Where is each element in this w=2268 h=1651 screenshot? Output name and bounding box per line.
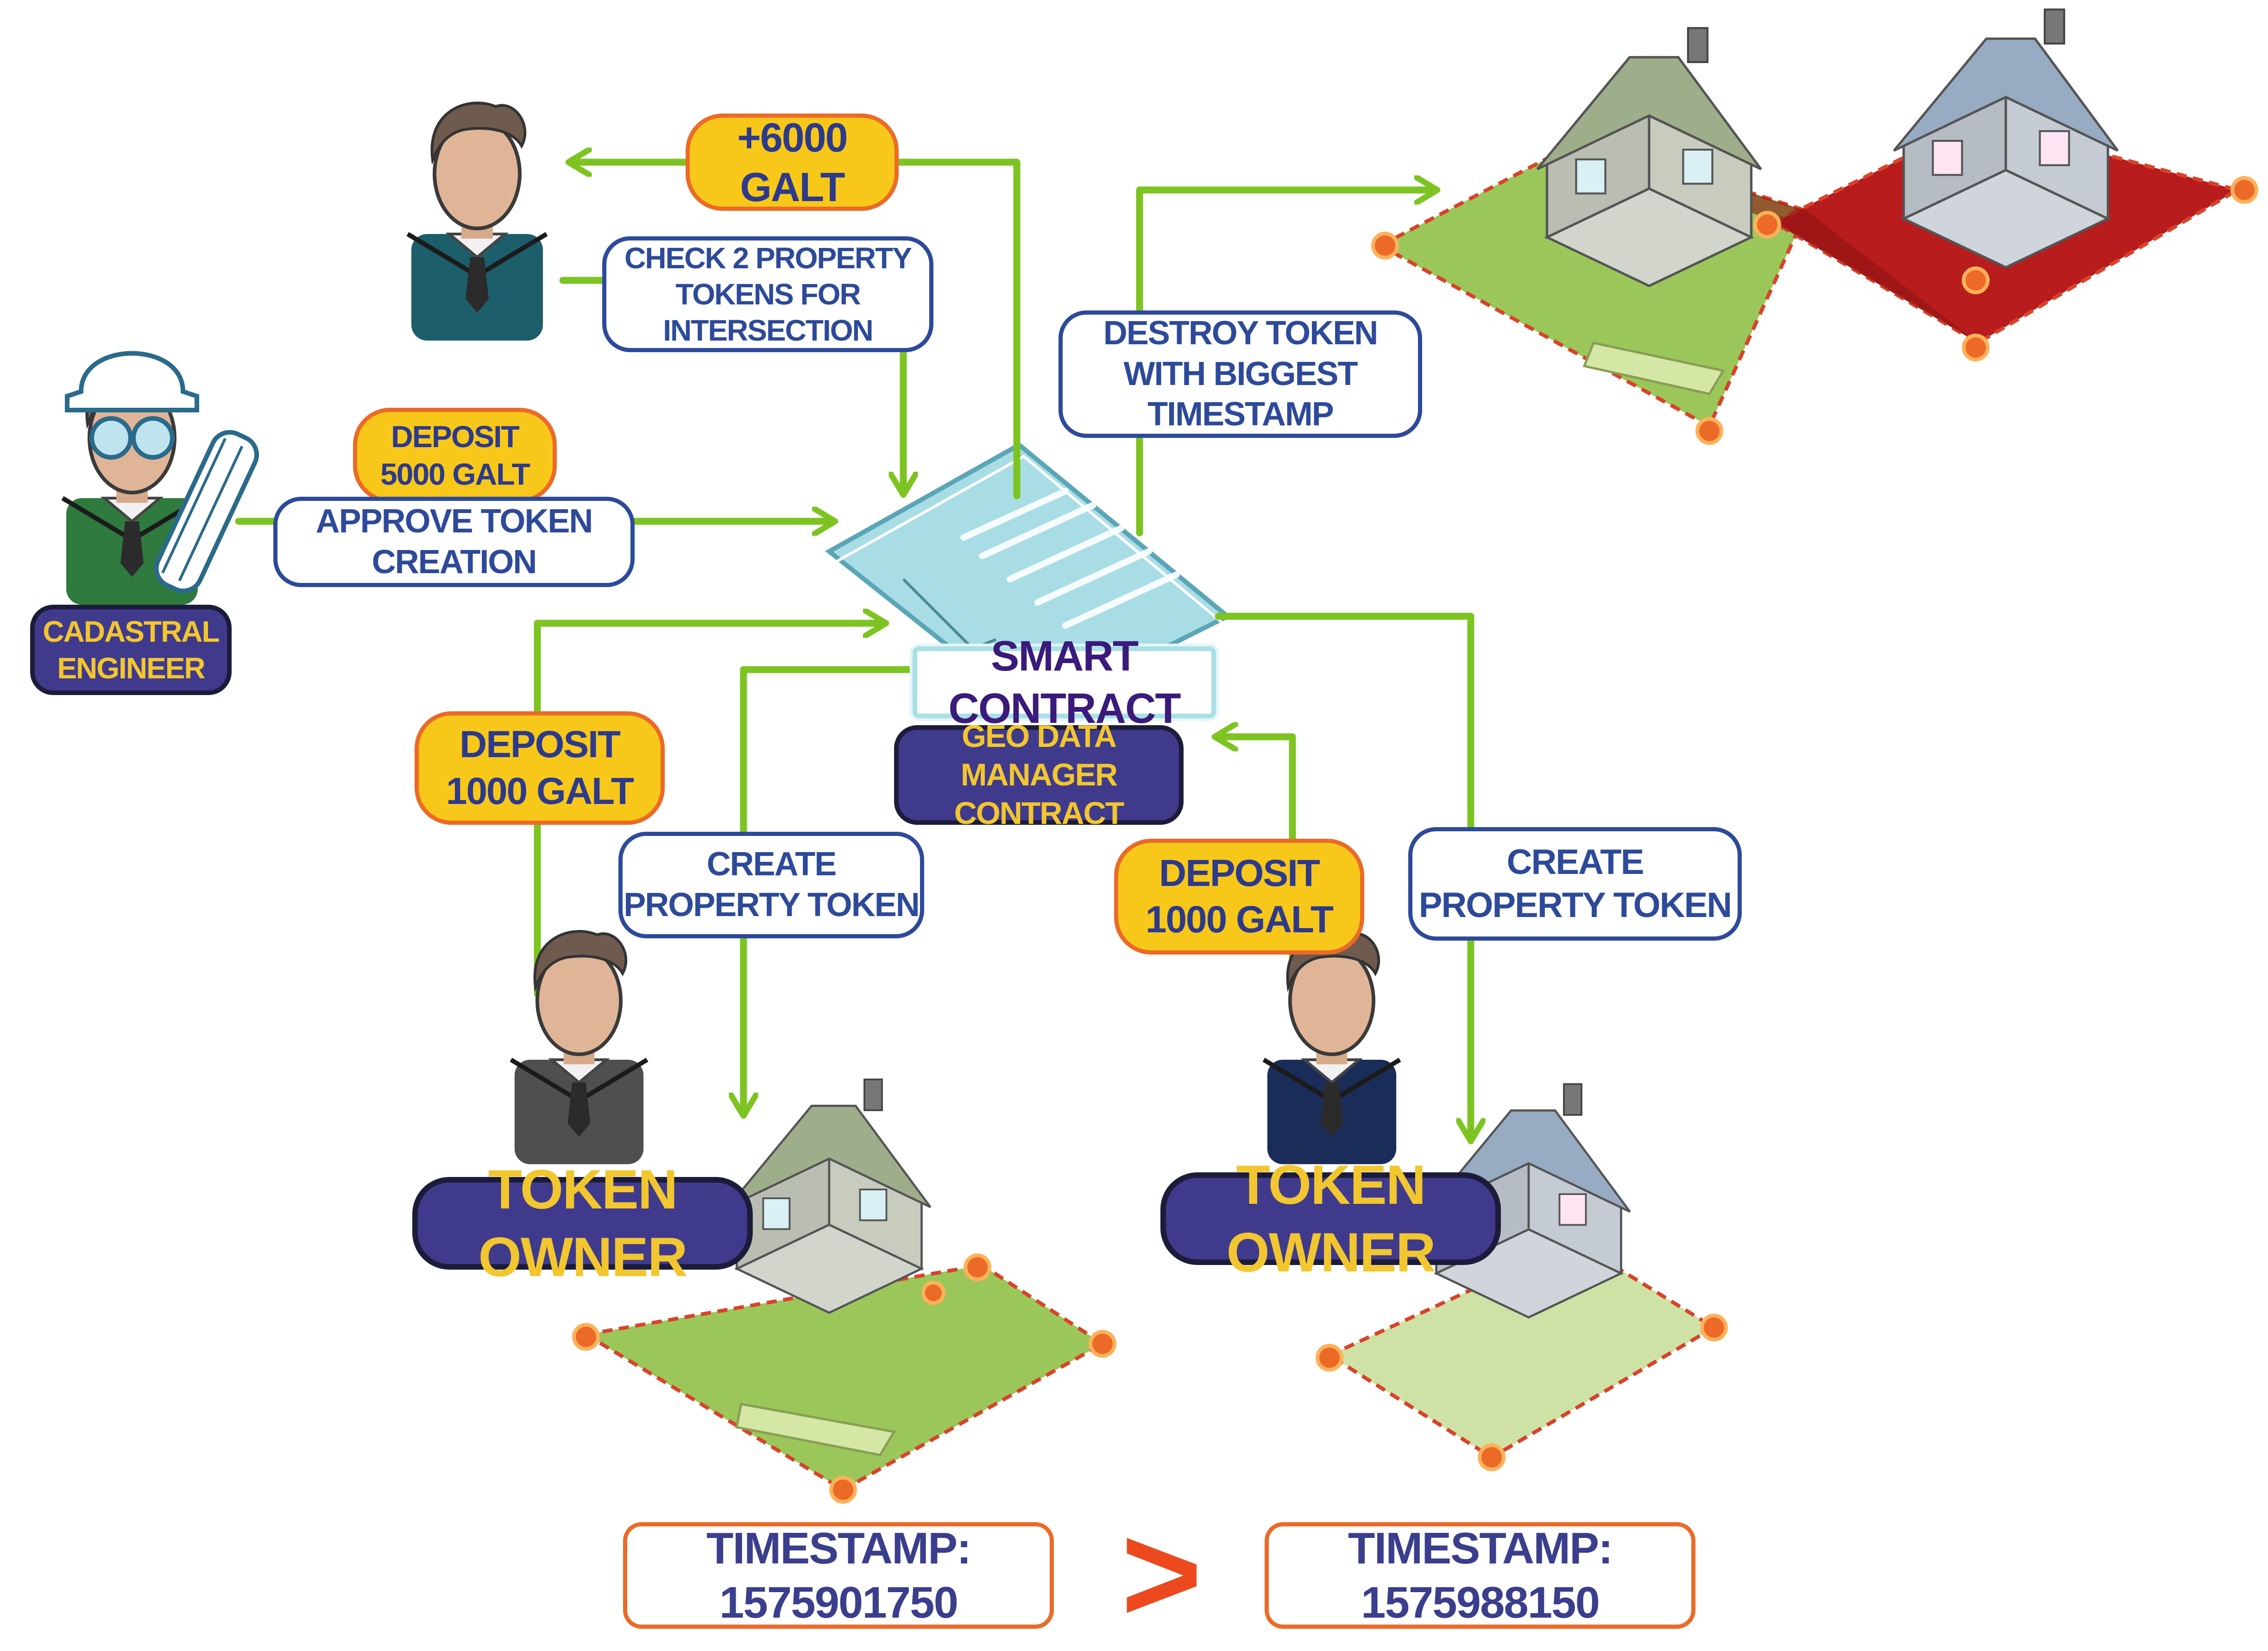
geo-data-manager-contract-label: GEO DATA MANAGER CONTRACT [894,719,1184,831]
arrow-contract-create-left [740,666,916,838]
parcel-right-illustration [1316,1084,1728,1471]
user-avatar-icon [1264,931,1400,1164]
create-property-token-right-label: CREATE PROPERTY TOKEN [1408,827,1742,941]
arrow-reward-to-checker [881,158,1021,500]
check-tokens-label: CHECK 2 PROPERTY TOKENS FOR INTERSECTION [602,236,933,352]
arrow-contract-create-right [1215,613,1474,831]
token-owner-right-label: TOKEN OWNER [1160,1154,1501,1284]
galt-reward-badge: +6000 GALT [686,114,899,211]
token-owner-left-label: TOKEN OWNER [412,1158,753,1288]
cadastral-engineer-label: CADASTRAL ENGINEER [30,605,232,695]
timestamp-left-box: TIMESTAMP: 1575901750 [623,1522,1054,1629]
user-avatar-icon [408,103,547,341]
destroy-token-label: DESTROY TOKEN WITH BIGGEST TIMESTAMP [1058,310,1422,438]
smart-contract-label: SMART CONTRACT [913,633,1216,732]
arrow-left-owner-deposit [534,623,885,998]
user-avatar-icon [511,931,647,1164]
greater-than-sign: > [1121,1495,1203,1651]
engineer-hardhat-icon [63,351,259,605]
timestamp-right-box: TIMESTAMP: 1575988150 [1265,1522,1695,1629]
parcel-pair-top-right-illustration [1371,10,2258,445]
deposit-engineer-badge: DEPOSIT 5000 GALT [353,408,557,503]
deposit-right-badge: DEPOSIT 1000 GALT [1114,839,1364,955]
deposit-left-badge: DEPOSIT 1000 GALT [415,711,665,825]
parcel-left-illustration [572,1080,1116,1504]
create-property-token-left-label: CREATE PROPERTY TOKEN [618,832,924,938]
approve-token-creation-label: APPROVE TOKEN CREATION [273,497,635,587]
